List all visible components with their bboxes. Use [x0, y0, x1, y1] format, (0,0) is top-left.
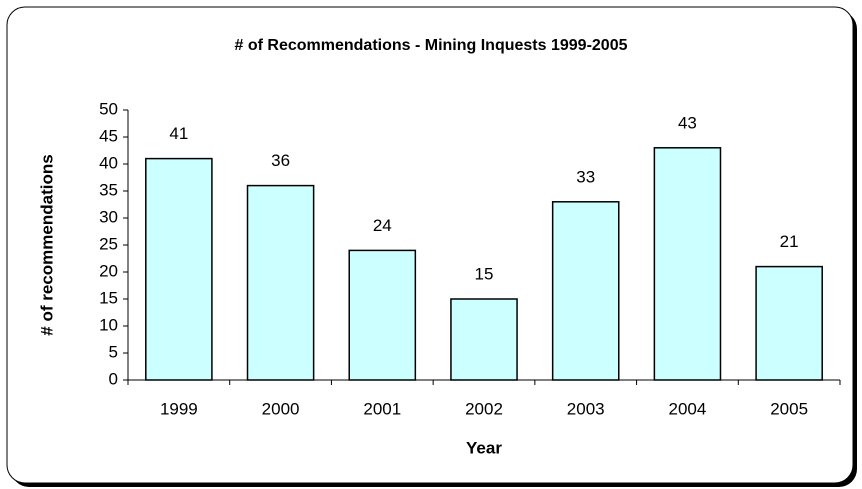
- bar: [246, 184, 315, 381]
- data-label: 15: [475, 264, 494, 283]
- y-tick-label: 20: [99, 261, 118, 280]
- bar: [348, 249, 417, 381]
- y-tick-label: 15: [99, 288, 118, 307]
- data-label: 24: [373, 216, 392, 235]
- y-tick-label: 0: [109, 369, 118, 388]
- y-tick-label: 50: [99, 99, 118, 118]
- y-tick-label: 5: [109, 342, 118, 361]
- x-tick-label: 1999: [160, 399, 198, 418]
- y-tick-label: 45: [99, 126, 118, 145]
- x-tick-label: 2003: [567, 399, 605, 418]
- x-tick-label: 2005: [770, 399, 808, 418]
- data-label: 33: [576, 167, 595, 186]
- x-tick-label: 2001: [363, 399, 401, 418]
- bar: [551, 201, 620, 381]
- y-axis-title: # of recommendations: [37, 154, 56, 335]
- bar: [755, 265, 823, 381]
- x-tick-label: 2002: [465, 399, 503, 418]
- data-label: 41: [169, 124, 188, 143]
- y-tick-label: 10: [99, 315, 118, 334]
- x-tick-label: 2000: [262, 399, 300, 418]
- data-label: 43: [678, 113, 697, 132]
- data-label: 36: [271, 151, 290, 170]
- frame: [6, 6, 854, 484]
- bar: [653, 147, 722, 381]
- x-tick-label: 2004: [669, 399, 707, 418]
- x-axis-title: Year: [466, 438, 502, 457]
- bar: [450, 298, 518, 381]
- y-tick-label: 30: [99, 207, 118, 226]
- y-tick-label: 25: [99, 234, 118, 253]
- chart-title: # of Recommendations - Mining Inquests 1…: [235, 37, 628, 54]
- y-tick-label: 35: [99, 180, 118, 199]
- bar: [145, 157, 213, 381]
- data-label: 21: [780, 232, 799, 251]
- y-tick-label: 40: [99, 153, 118, 172]
